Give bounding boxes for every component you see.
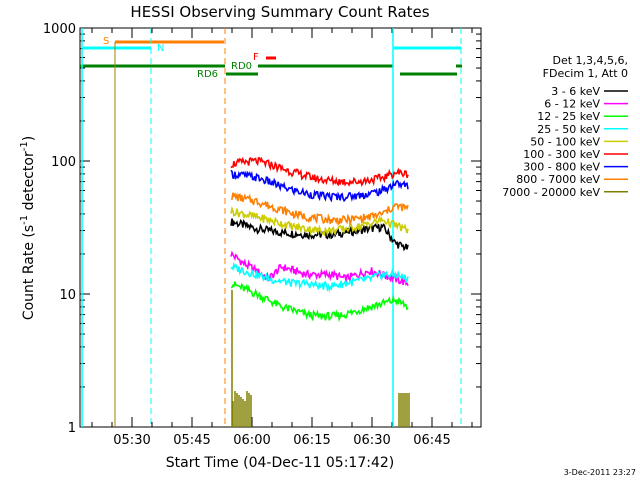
x-tick-label: 06:00 <box>233 433 270 448</box>
plot-frame <box>79 27 482 428</box>
data-series <box>230 156 409 323</box>
series-line-50-100keV <box>230 205 409 237</box>
date-stamp: 3-Dec-2011 23:27 <box>564 468 636 477</box>
x-tick-label: 05:30 <box>113 433 150 448</box>
legend-header-1: Det 1,3,4,5,6, <box>552 54 628 67</box>
legend-label: 12 - 25 keV <box>537 110 600 123</box>
x-tick-label: 06:15 <box>293 433 330 448</box>
legend-label: 6 - 12 keV <box>544 98 600 111</box>
S-label: S <box>103 36 109 47</box>
N-label: N <box>157 43 164 54</box>
legend-label: 100 - 300 keV <box>523 148 600 161</box>
series-line-3-6keV <box>230 218 409 252</box>
chart-title: HESSI Observing Summary Count Rates <box>130 3 429 21</box>
series-line-300-800keV <box>230 169 409 203</box>
x-tick-label: 05:45 <box>173 433 210 448</box>
RD0-label: RD0 <box>231 61 252 72</box>
series-line-25-50keV <box>230 261 409 293</box>
legend-header-2: FDecim 1, Att 0 <box>543 67 628 80</box>
legend: Det 1,3,4,5,6, FDecim 1, Att 0 3 - 6 keV… <box>502 54 628 199</box>
series-line-12-25keV <box>231 281 409 323</box>
series-line-100-300keV <box>230 156 409 187</box>
y-tick-label: 1 <box>68 421 76 436</box>
y-tick-label: 100 <box>51 155 76 170</box>
legend-label: 800 - 7000 keV <box>516 173 600 186</box>
x-tick-label: 06:30 <box>353 433 390 448</box>
x-tick-label: 06:45 <box>413 433 450 448</box>
series-line-800-7000keV <box>230 192 409 226</box>
x-axis-label: Start Time (04-Dec-11 05:17:42) <box>166 455 394 471</box>
legend-label: 25 - 50 keV <box>537 123 600 136</box>
RD6-label: RD6 <box>197 69 218 80</box>
legend-label: 50 - 100 keV <box>530 135 600 148</box>
legend-label: 300 - 800 keV <box>523 161 600 174</box>
y-axis-label: Count Rate (s-1 detector-1) <box>19 136 37 320</box>
legend-label: 3 - 6 keV <box>551 85 600 98</box>
F-label: F <box>253 52 259 63</box>
axis-ticks: 1 10 100 1000 05:30 05:45 06:00 06:15 06:30 06:45 <box>43 22 481 448</box>
y-tick-label: 10 <box>59 288 76 303</box>
legend-label: 7000 - 20000 keV <box>502 186 600 199</box>
y-tick-label: 1000 <box>43 22 76 37</box>
